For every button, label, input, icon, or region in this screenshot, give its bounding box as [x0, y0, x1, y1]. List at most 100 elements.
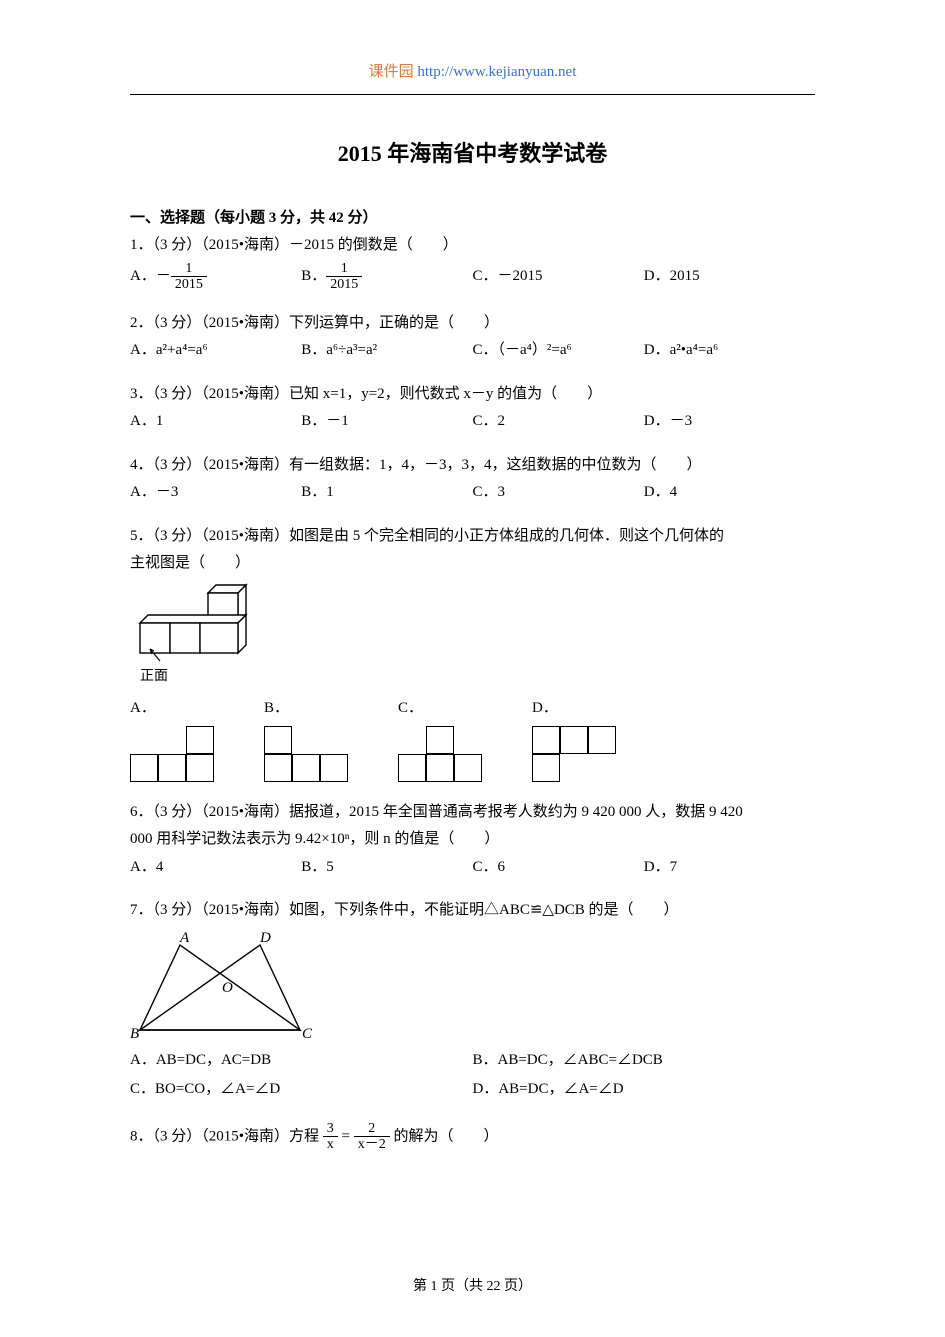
page-footer: 第 1 页（共 22 页）: [0, 1275, 945, 1299]
question-2: 2．（3 分）（2015•海南）下列运算中，正确的是（ ） A．a²+a⁴=a⁶…: [130, 311, 815, 364]
q1-option-c: C．－2015: [473, 261, 644, 293]
q1-b-den: 2015: [326, 277, 362, 292]
q5-text1: 5．（3 分）（2015•海南）如图是由 5 个完全相同的小正方体组成的几何体．…: [130, 524, 815, 550]
q4-option-d: D．4: [644, 480, 815, 506]
q1-option-b: B． 1 2015: [301, 261, 472, 293]
q8-lhs-num: 3: [323, 1121, 338, 1137]
question-4: 4．（3 分）（2015•海南）有一组数据：1，4，－3，3，4，这组数据的中位…: [130, 453, 815, 506]
q7-label-c: C: [302, 1026, 313, 1040]
q7-figure: A D B C O: [130, 930, 815, 1040]
grid-cell: [532, 754, 560, 782]
question-5: 5．（3 分）（2015•海南）如图是由 5 个完全相同的小正方体组成的几何体．…: [130, 524, 815, 782]
page-header: 课件园 http://www.kejianyuan.net: [130, 60, 815, 86]
grid-cell: [158, 726, 186, 754]
question-1: 1．（3 分）（2015•海南）－2015 的倒数是（ ） A． － 1 201…: [130, 233, 815, 292]
q8-lhs-fraction: 3 x: [323, 1121, 338, 1153]
q1-b-label: B．: [301, 264, 326, 290]
q4-option-c: C．3: [473, 480, 644, 506]
q6-text2: 000 用科学记数法表示为 9.42×10ⁿ，则 n 的值是（ ）: [130, 827, 815, 853]
q5-b-grid: [264, 726, 348, 782]
q8-prefix: 8．（3 分）（2015•海南）方程: [130, 1128, 319, 1144]
grid-cell: [398, 726, 426, 754]
q2-option-b: B．a⁶÷a³=a²: [301, 338, 472, 364]
q2-option-c: C．（－a⁴）²=a⁶: [473, 338, 644, 364]
grid-cell: [158, 754, 186, 782]
header-rule: [130, 94, 815, 95]
q5-option-d: D．: [532, 696, 616, 782]
q7-label-d: D: [259, 930, 271, 946]
q7-label-a: A: [179, 930, 190, 946]
grid-cell: [560, 754, 588, 782]
grid-cell: [264, 754, 292, 782]
grid-cell: [426, 726, 454, 754]
grid-cell: [320, 726, 348, 754]
q1-b-num: 1: [326, 261, 362, 277]
q1-b-fraction: 1 2015: [326, 261, 362, 293]
q1-a-num: 1: [171, 261, 207, 277]
q7-label-b: B: [130, 1026, 139, 1040]
q5-a-label: A．: [130, 696, 156, 722]
q5-option-b: B．: [264, 696, 348, 782]
q5-c-grid: [398, 726, 482, 782]
grid-cell: [320, 754, 348, 782]
q7-svg: A D B C O: [130, 930, 320, 1040]
q2-text: 2．（3 分）（2015•海南）下列运算中，正确的是（ ）: [130, 311, 815, 337]
q7-option-c: C．BO=CO，∠A=∠D: [130, 1077, 473, 1103]
q5-solid-figure: [130, 583, 815, 663]
q3-option-d: D．－3: [644, 409, 815, 435]
q4-text: 4．（3 分）（2015•海南）有一组数据：1，4，－3，3，4，这组数据的中位…: [130, 453, 815, 479]
grid-cell: [532, 726, 560, 754]
q5-text2: 主视图是（ ）: [130, 551, 815, 577]
q4-option-a: A．－3: [130, 480, 301, 506]
grid-cell: [292, 754, 320, 782]
q5-option-c: C．: [398, 696, 482, 782]
q3-text: 3．（3 分）（2015•海南）已知 x=1，y=2，则代数式 x－y 的值为（…: [130, 382, 815, 408]
section-heading: 一、选择题（每小题 3 分，共 42 分）: [130, 206, 815, 232]
q6-option-a: A．4: [130, 855, 301, 881]
grid-cell: [130, 754, 158, 782]
q7-option-d: D．AB=DC，∠A=∠D: [473, 1077, 816, 1103]
q8-rhs-num: 2: [354, 1121, 390, 1137]
question-8: 8．（3 分）（2015•海南）方程 3 x = 2 x－2 的解为（ ）: [130, 1121, 815, 1153]
q2-option-a: A．a²+a⁴=a⁶: [130, 338, 301, 364]
q5-b-label: B．: [264, 696, 289, 722]
q5-a-grid: [130, 726, 214, 782]
q6-option-b: B．5: [301, 855, 472, 881]
grid-cell: [560, 726, 588, 754]
q5-front-label: 正面: [140, 665, 815, 689]
q6-option-c: C．6: [473, 855, 644, 881]
q8-rhs-fraction: 2 x－2: [354, 1121, 390, 1153]
q1-option-d: D．2015: [644, 261, 815, 293]
grid-cell: [454, 754, 482, 782]
q3-option-b: B．－1: [301, 409, 472, 435]
q7-option-a: A．AB=DC，AC=DB: [130, 1048, 473, 1074]
q8-suffix: 的解为（ ）: [393, 1128, 498, 1144]
q3-option-c: C．2: [473, 409, 644, 435]
q8-lhs-den: x: [323, 1137, 338, 1152]
q8-rhs-den: x－2: [354, 1137, 390, 1152]
q8-eq: =: [342, 1128, 350, 1144]
q6-option-d: D．7: [644, 855, 815, 881]
q5-d-label: D．: [532, 696, 558, 722]
q1-text: 1．（3 分）（2015•海南）－2015 的倒数是（ ）: [130, 233, 815, 259]
q7-option-b: B．AB=DC，∠ABC=∠DCB: [473, 1048, 816, 1074]
grid-cell: [588, 726, 616, 754]
q7-label-o: O: [222, 980, 233, 996]
q4-option-b: B．1: [301, 480, 472, 506]
brand-text: 课件园: [369, 64, 414, 80]
question-7: 7．（3 分）（2015•海南）如图，下列条件中，不能证明△ABC≌△DCB 的…: [130, 898, 815, 1103]
question-6: 6．（3 分）（2015•海南）据报道，2015 年全国普通高考报考人数约为 9…: [130, 800, 815, 881]
grid-cell: [186, 754, 214, 782]
q7-text: 7．（3 分）（2015•海南）如图，下列条件中，不能证明△ABC≌△DCB 的…: [130, 898, 815, 924]
grid-cell: [130, 726, 158, 754]
q6-text1: 6．（3 分）（2015•海南）据报道，2015 年全国普通高考报考人数约为 9…: [130, 800, 815, 826]
grid-cell: [264, 726, 292, 754]
q1-a-label: A．: [130, 264, 156, 290]
header-url-link[interactable]: http://www.kejianyuan.net: [417, 64, 576, 80]
grid-cell: [454, 726, 482, 754]
grid-cell: [588, 754, 616, 782]
q3-option-a: A．1: [130, 409, 301, 435]
q2-option-d: D．a²•a⁴=a⁶: [644, 338, 815, 364]
question-3: 3．（3 分）（2015•海南）已知 x=1，y=2，则代数式 x－y 的值为（…: [130, 382, 815, 435]
q5-d-grid: [532, 726, 616, 782]
